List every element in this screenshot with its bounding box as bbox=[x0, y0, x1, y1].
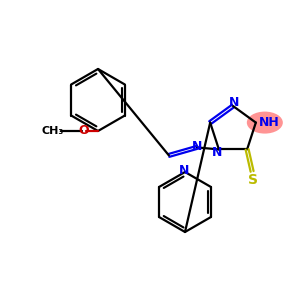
Text: N: N bbox=[179, 164, 189, 176]
Text: CH₃: CH₃ bbox=[42, 126, 64, 136]
Text: N: N bbox=[192, 140, 202, 153]
Text: N: N bbox=[212, 146, 222, 159]
Ellipse shape bbox=[247, 112, 283, 134]
Text: NH: NH bbox=[259, 116, 279, 129]
Text: O: O bbox=[79, 124, 89, 137]
Text: S: S bbox=[248, 173, 258, 188]
Text: N: N bbox=[229, 95, 239, 109]
